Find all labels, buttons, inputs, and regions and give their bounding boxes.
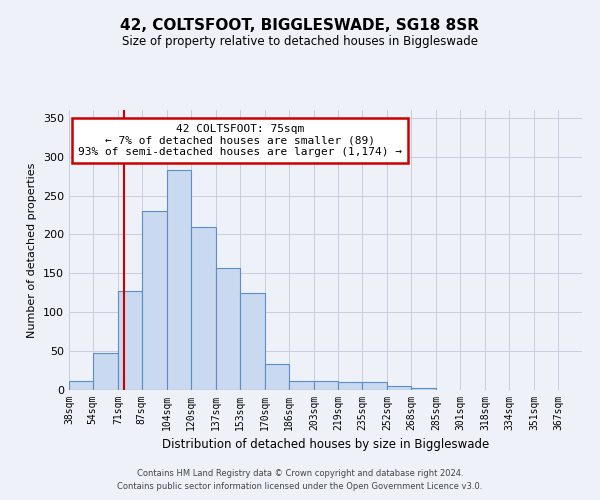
Text: Size of property relative to detached houses in Biggleswade: Size of property relative to detached ho… [122, 35, 478, 48]
Bar [362, 382, 387, 390]
Text: 42, COLTSFOOT, BIGGLESWADE, SG18 8SR: 42, COLTSFOOT, BIGGLESWADE, SG18 8SR [121, 18, 479, 32]
Bar [118, 291, 142, 390]
Bar [314, 380, 338, 390]
Bar [289, 380, 314, 390]
Bar [216, 268, 240, 390]
Bar [142, 211, 167, 390]
Bar [240, 293, 265, 390]
Bar [338, 382, 362, 390]
Y-axis label: Number of detached properties: Number of detached properties [28, 162, 37, 338]
Bar [69, 380, 93, 390]
Bar [411, 388, 436, 390]
Bar [93, 352, 118, 390]
Text: Contains HM Land Registry data © Crown copyright and database right 2024.: Contains HM Land Registry data © Crown c… [137, 468, 463, 477]
Text: Contains public sector information licensed under the Open Government Licence v3: Contains public sector information licen… [118, 482, 482, 491]
X-axis label: Distribution of detached houses by size in Biggleswade: Distribution of detached houses by size … [162, 438, 489, 452]
Bar [265, 364, 289, 390]
Text: 42 COLTSFOOT: 75sqm
← 7% of detached houses are smaller (89)
93% of semi-detache: 42 COLTSFOOT: 75sqm ← 7% of detached hou… [78, 124, 402, 157]
Bar [167, 170, 191, 390]
Bar [387, 386, 411, 390]
Bar [191, 226, 216, 390]
